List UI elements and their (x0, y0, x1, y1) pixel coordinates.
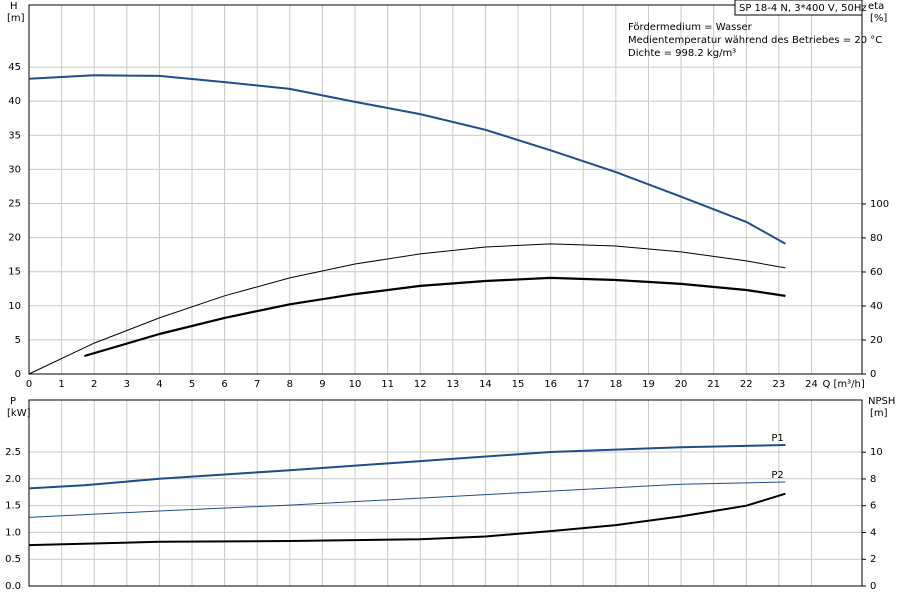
series-line (28, 444, 786, 490)
series-label: P1 (771, 433, 783, 444)
x-tick-label: 6 (221, 379, 227, 390)
y2-tick-label: 20 (870, 335, 883, 346)
annotation: Dichte = 998.2 kg/m³ (628, 48, 736, 59)
x-tick-label: 9 (319, 379, 325, 390)
y-axis-label: H (10, 1, 18, 12)
x-tick-label: 2 (91, 379, 97, 390)
y2-tick-label: 8 (870, 474, 876, 485)
info-box (734, 0, 863, 16)
y-tick-label: 25 (8, 198, 21, 209)
x-tick-label: 11 (381, 379, 394, 390)
y2-tick-label: 2 (870, 554, 876, 565)
y-tick-label: 30 (8, 164, 21, 175)
plot-frame (28, 399, 863, 587)
y-tick-label: 0.0 (5, 581, 21, 592)
x-tick-label: 23 (772, 379, 785, 390)
x-tick-label: 5 (189, 379, 195, 390)
x-tick-label: 8 (287, 379, 293, 390)
y-tick-label: 0.5 (5, 554, 21, 565)
plot-frame (28, 4, 863, 375)
x-tick-label: 20 (675, 379, 688, 390)
y-tick-label: 15 (8, 267, 21, 278)
x-tick-label: 16 (544, 379, 557, 390)
y2-axis-label: NPSH (868, 396, 895, 407)
x-tick-label: 14 (479, 379, 492, 390)
x-tick-label: 21 (707, 379, 720, 390)
x-tick-label: 18 (609, 379, 622, 390)
x-tick-label: 4 (156, 379, 162, 390)
y-tick-label: 5 (15, 335, 21, 346)
series-line (28, 492, 786, 547)
series-line (28, 243, 786, 375)
y-tick-label: 40 (8, 96, 21, 107)
annotation: Fördermedium = Wasser (628, 22, 753, 33)
y2-tick-label: 0 (870, 581, 876, 592)
x-tick-label: 17 (577, 379, 590, 390)
series-line (28, 481, 786, 518)
y2-tick-label: 60 (870, 267, 883, 278)
x-tick-label: 24 (805, 379, 818, 390)
y2-tick-label: 80 (870, 233, 883, 244)
x-tick-label: 1 (58, 379, 64, 390)
x-tick-label: 3 (124, 379, 130, 390)
y2-tick-label: 6 (870, 501, 876, 512)
y2-tick-label: 0 (870, 369, 876, 380)
x-tick-label: 22 (740, 379, 753, 390)
series-label: P2 (771, 470, 783, 481)
annotation: Medientemperatur während des Betriebes =… (628, 35, 882, 46)
x-tick-label: 13 (446, 379, 459, 390)
y2-tick-label: 40 (870, 301, 883, 312)
y-tick-label: 45 (8, 62, 21, 73)
y2-axis-unit: [%] (870, 13, 887, 24)
y2-tick-label: 100 (870, 199, 889, 210)
series-line (28, 74, 786, 245)
y2-axis-label: eta (868, 1, 884, 12)
x-tick-label: 19 (642, 379, 655, 390)
y-tick-label: 35 (8, 130, 21, 141)
y-tick-label: 0 (15, 369, 21, 380)
y2-tick-label: 10 (870, 447, 883, 458)
y-tick-label: 2.0 (5, 474, 21, 485)
series-line (84, 276, 786, 358)
y2-tick-label: 4 (870, 527, 876, 538)
x-tick-label: 12 (414, 379, 427, 390)
y-tick-label: 2.5 (5, 447, 21, 458)
x-tick-label: 0 (26, 379, 32, 390)
y-axis-label: P (10, 396, 16, 407)
y-axis-unit: [kW] (7, 408, 31, 419)
x-tick-label: 7 (254, 379, 260, 390)
x-tick-label: 10 (349, 379, 362, 390)
y-tick-label: 1.0 (5, 527, 21, 538)
y-tick-label: 1.5 (5, 501, 21, 512)
y-tick-label: 20 (8, 233, 21, 244)
x-tick-label: 15 (512, 379, 525, 390)
y-tick-label: 10 (8, 301, 21, 312)
y2-axis-unit: [m] (870, 408, 888, 419)
x-axis-label: Q [m³/h] (822, 379, 864, 390)
info-title: SP 18-4 N, 3*400 V, 50Hz (739, 3, 867, 14)
y-axis-unit: [m] (7, 13, 25, 24)
